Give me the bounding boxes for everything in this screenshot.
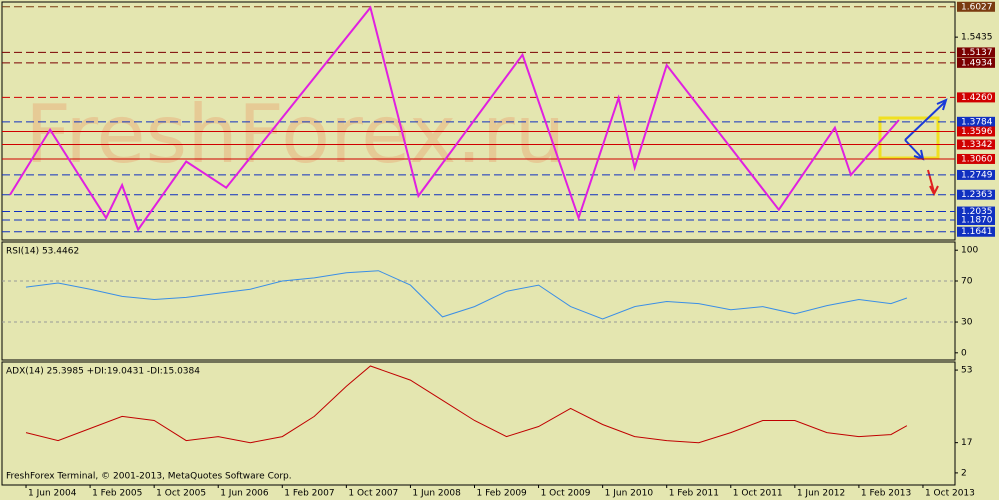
panel-title: ADX(14) 25.3985 +DI:19.0431 -DI:15.0384 (6, 367, 200, 377)
level-label: 1.3596 (961, 127, 993, 137)
y-tick-label: 0 (961, 348, 967, 358)
series-line (25, 365, 908, 444)
adx-panel (1, 361, 956, 486)
level-label: 1.2363 (961, 190, 993, 200)
x-tick-label: 1 Oct 2011 (733, 489, 783, 499)
level-label-bg (957, 47, 995, 58)
level-label: 1.3342 (961, 140, 993, 150)
level-label-bg (957, 214, 995, 225)
panel-title: RSI(14) 53.4462 (6, 247, 79, 257)
level-label-bg (957, 139, 995, 150)
y-tick-label: 53 (961, 366, 972, 376)
price-panel (1, 1, 956, 241)
level-label-bg (957, 92, 995, 103)
x-tick-label: 1 Oct 2007 (348, 489, 398, 499)
x-tick-label: 1 Feb 2009 (476, 489, 527, 499)
level-label: 1.2749 (961, 170, 993, 180)
x-tick-label: 1 Jun 2012 (797, 489, 845, 499)
highlight-box (878, 116, 940, 160)
level-label-bg (957, 206, 995, 217)
level-label: 1.3060 (961, 154, 993, 164)
level-label: 1.3784 (961, 117, 993, 127)
watermark: FreshForex.ru (25, 88, 565, 181)
level-label-bg (957, 226, 995, 237)
x-tick-label: 1 Jun 2010 (605, 489, 654, 499)
rsi-panel (1, 241, 956, 361)
x-tick-label: 1 Feb 2011 (669, 489, 719, 499)
x-tick-label: 1 Oct 2005 (156, 489, 206, 499)
x-tick-label: 1 Oct 2013 (925, 489, 975, 499)
level-label: 1.2035 (961, 207, 993, 217)
level-label: 1.1870 (961, 215, 993, 225)
x-tick-label: 1 Jun 2004 (28, 489, 77, 499)
y-tick-label: 17 (961, 438, 972, 448)
level-label-bg (957, 169, 995, 180)
series-line (25, 270, 908, 320)
y-tick-label: 100 (961, 246, 978, 256)
level-label-bg (957, 126, 995, 137)
x-tick-label: 1 Feb 2013 (861, 489, 911, 499)
y-tick-label: 1.5435 (961, 33, 993, 43)
x-tick-label: 1 Jun 2008 (412, 489, 461, 499)
level-label-bg (957, 57, 995, 68)
level-label: 1.6027 (961, 2, 993, 12)
level-label-bg (957, 116, 995, 127)
arrow (904, 98, 948, 161)
y-tick-label: 30 (961, 318, 973, 328)
level-label: 1.4934 (961, 58, 993, 68)
x-tick-label: 1 Oct 2009 (541, 489, 591, 499)
level-label-bg (957, 1, 995, 12)
x-tick-label: 1 Jun 2006 (220, 489, 269, 499)
level-label: 1.4260 (961, 93, 993, 103)
x-tick-label: 1 Feb 2005 (92, 489, 142, 499)
level-label-bg (957, 153, 995, 164)
level-label: 1.1641 (961, 227, 993, 237)
level-label: 1.5137 (961, 48, 993, 58)
series-line (9, 5, 900, 232)
x-tick-label: 1 Feb 2007 (284, 489, 334, 499)
y-tick-label: 70 (961, 276, 973, 286)
footer: FreshForex Terminal, © 2001-2013, MetaQu… (6, 472, 292, 482)
level-label-bg (957, 189, 995, 200)
y-tick-label: 2 (961, 468, 967, 478)
arrow (927, 169, 939, 197)
